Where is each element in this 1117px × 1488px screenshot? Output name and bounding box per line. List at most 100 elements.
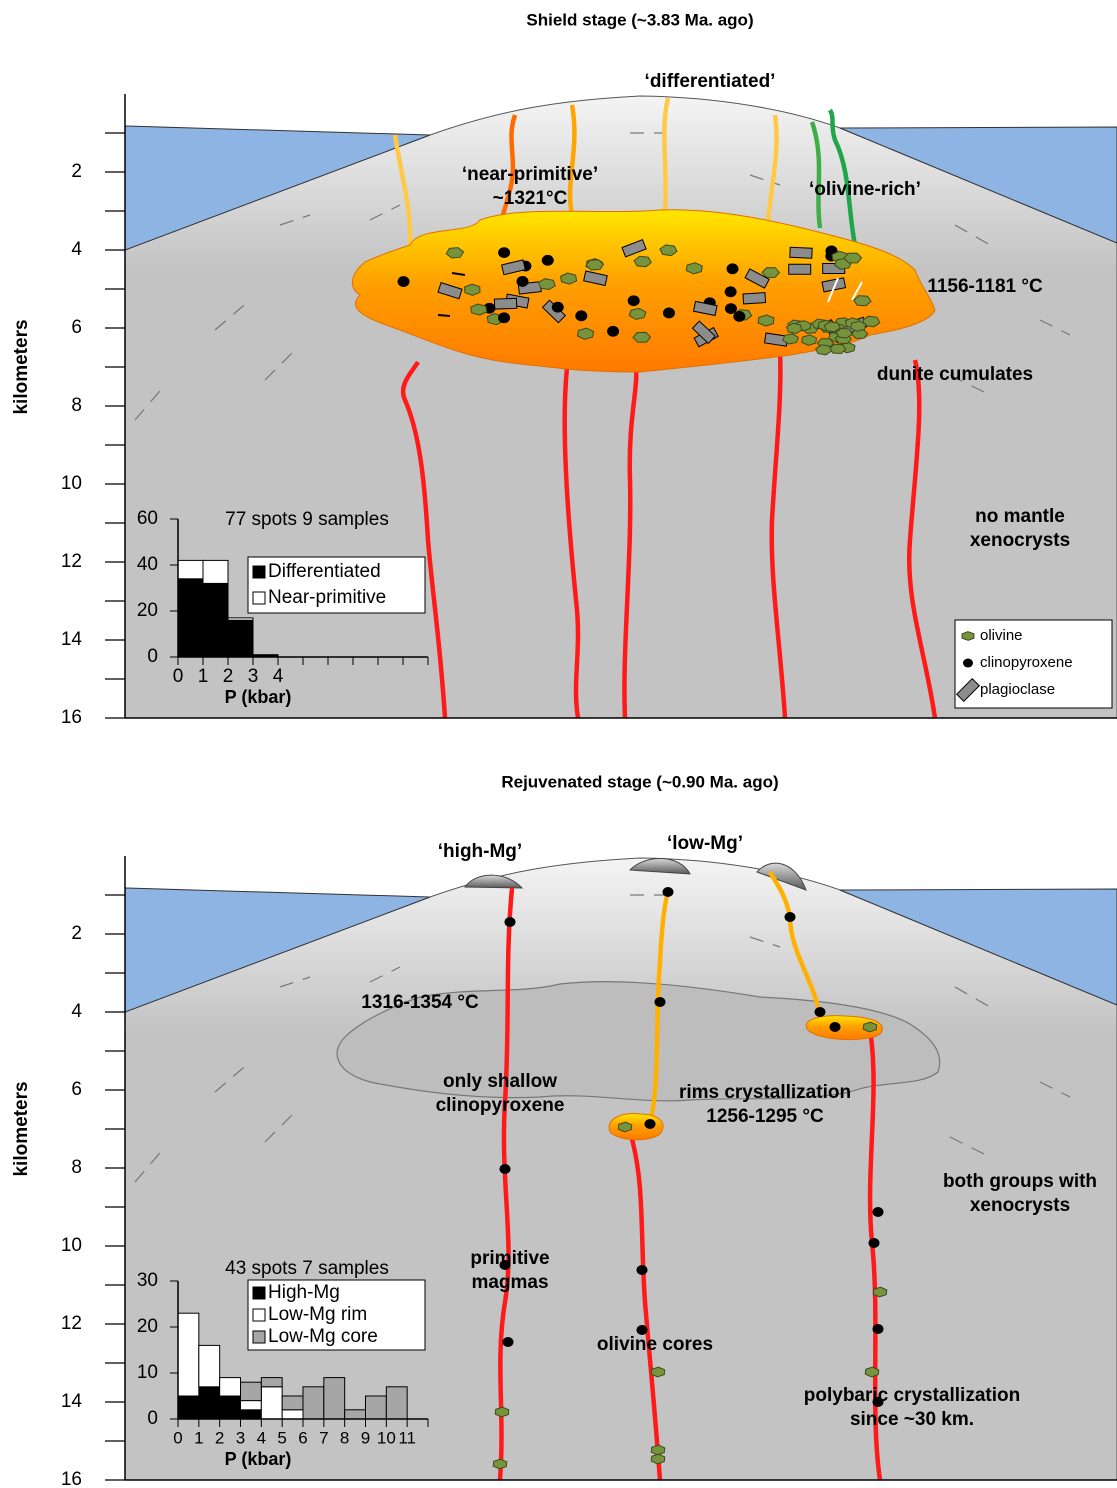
olivine-crystal — [802, 335, 817, 345]
annotation: ‘differentiated’ — [645, 71, 776, 92]
hist-y-tick-label: 20 — [137, 600, 158, 621]
hist-title: 77 spots 9 samples — [225, 509, 389, 530]
annotation: ‘olivine-rich’ — [809, 179, 921, 200]
hist-x-tick-label: 3 — [236, 1428, 245, 1447]
clinopyroxene-crystal — [503, 1337, 514, 1347]
panel: olivineclinopyroxeneplagioclasekilometer… — [11, 71, 1117, 728]
hist-y-tick-label: 0 — [147, 1408, 158, 1429]
hist-x-tick-label: 5 — [277, 1428, 286, 1447]
histogram-bar — [178, 1313, 199, 1396]
annotation: ‘low-Mg’ — [667, 833, 743, 854]
clinopyroxene-crystal — [607, 326, 619, 337]
y-tick-label: 4 — [71, 239, 82, 260]
clinopyroxene-crystal — [655, 997, 666, 1007]
clinopyroxene-crystal — [725, 286, 737, 297]
clinopyroxene-crystal — [645, 1119, 656, 1129]
annotation: 1316-1354 °C — [361, 992, 479, 1013]
histogram-bar — [303, 1387, 324, 1419]
annotation: since ~30 km. — [850, 1409, 974, 1430]
hist-x-label: P (kbar) — [225, 1449, 292, 1469]
olivine-crystal — [618, 1122, 632, 1132]
hist-x-tick-label: 2 — [215, 1428, 224, 1447]
histogram-bar — [228, 620, 253, 657]
mineral-legend-label: olivine — [980, 627, 1023, 644]
histogram-bar — [220, 1396, 241, 1419]
olivine-crystal — [863, 1022, 877, 1032]
annotation: both groups with — [943, 1171, 1097, 1192]
annotation: primitive — [470, 1248, 549, 1269]
clinopyroxene-crystal — [733, 311, 745, 322]
clinopyroxene-crystal — [628, 295, 640, 306]
histogram-bar — [178, 560, 203, 578]
hist-x-tick-label: 6 — [298, 1428, 307, 1447]
annotation: no mantle — [975, 506, 1065, 527]
olivine-crystal — [758, 315, 774, 326]
annotation: polybaric crystallization — [804, 1385, 1020, 1406]
olivine-crystal — [851, 321, 866, 331]
annotation: ~1321°C — [493, 188, 568, 209]
hist-x-tick-label: 2 — [223, 666, 234, 687]
clinopyroxene-crystal — [498, 312, 510, 323]
panel-title: Shield stage (~3.83 Ma. ago) — [526, 10, 753, 29]
olivine-crystal — [493, 1459, 507, 1469]
plagioclase-crystal — [789, 264, 811, 274]
histogram-bar — [228, 618, 253, 620]
small-chamber — [609, 1114, 663, 1140]
clinopyroxene-crystal — [637, 1265, 648, 1275]
clinopyroxene-crystal — [398, 276, 410, 287]
histogram-bar — [178, 1396, 199, 1419]
histogram-bar — [241, 1401, 262, 1410]
hist-x-tick-label: 0 — [173, 1428, 182, 1447]
y-tick-label: 16 — [61, 1469, 82, 1488]
olivine-crystal — [844, 253, 862, 263]
clinopyroxene-crystal — [873, 1324, 884, 1334]
olivine-crystal — [686, 263, 702, 274]
clinopyroxene-crystal — [516, 276, 528, 287]
legend-label: High-Mg — [268, 1282, 340, 1303]
clinopyroxene-crystal — [500, 1164, 511, 1174]
histogram-bar — [282, 1410, 303, 1419]
mineral-legend-label: clinopyroxene — [980, 654, 1073, 671]
hist-x-tick-label: 3 — [248, 666, 259, 687]
histogram-bar — [345, 1410, 366, 1419]
legend-label: Low-Mg core — [268, 1326, 378, 1347]
legend-swatch — [253, 592, 265, 604]
legend-swatch — [253, 566, 265, 578]
y-tick-label: 16 — [61, 707, 82, 728]
annotation: olivine cores — [597, 1334, 713, 1355]
histogram-bar — [366, 1396, 387, 1419]
hist-y-tick-label: 40 — [137, 554, 158, 575]
clinopyroxene-crystal — [542, 255, 554, 266]
y-tick-label: 14 — [61, 1391, 83, 1412]
annotation: xenocrysts — [970, 1195, 1070, 1216]
y-tick-label: 14 — [61, 629, 83, 650]
olivine-crystal — [873, 1287, 887, 1297]
hist-x-tick-label: 9 — [361, 1428, 370, 1447]
clinopyroxene-crystal — [830, 1022, 841, 1032]
annotation: dunite cumulates — [877, 364, 1033, 385]
olivine-crystal — [651, 1445, 665, 1455]
hist-y-tick-label: 60 — [137, 508, 158, 529]
clinopyroxene-crystal — [663, 887, 674, 897]
olivine-crystal — [465, 284, 480, 295]
hist-x-tick-label: 11 — [398, 1428, 416, 1447]
legend-label: Low-Mg rim — [268, 1304, 367, 1325]
clinopyroxene-crystal — [963, 659, 973, 668]
hist-x-tick-label: 7 — [319, 1428, 328, 1447]
histogram-bar — [261, 1378, 282, 1387]
clinopyroxene-crystal — [575, 310, 587, 321]
histogram-bar — [241, 1382, 262, 1400]
y-tick-label: 8 — [71, 395, 82, 416]
olivine-crystal — [830, 344, 846, 353]
olivine-crystal — [762, 268, 780, 278]
olivine-crystal — [651, 1367, 665, 1377]
clinopyroxene-crystal — [785, 912, 796, 922]
hist-x-tick-label: 4 — [257, 1428, 266, 1447]
hist-y-tick-label: 10 — [137, 1362, 158, 1383]
clinopyroxene-crystal — [727, 263, 739, 274]
annotation: ‘near-primitive’ — [462, 164, 598, 185]
clinopyroxene-crystal — [873, 1207, 884, 1217]
olivine-crystal — [578, 328, 594, 339]
annotation: 1156-1181 °C — [927, 276, 1043, 297]
legend-swatch — [253, 1309, 265, 1321]
